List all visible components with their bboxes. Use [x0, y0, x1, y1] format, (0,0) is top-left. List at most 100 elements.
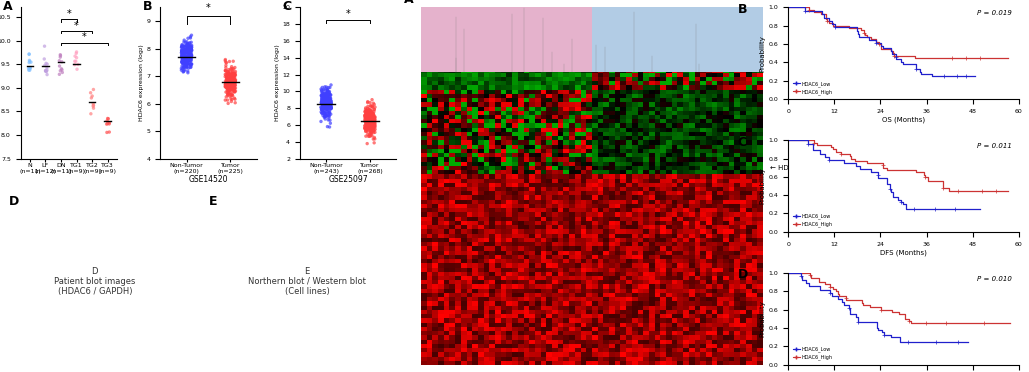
Point	[361, 126, 378, 132]
Point	[318, 94, 334, 100]
Point	[319, 88, 335, 94]
Point	[223, 73, 240, 79]
Point	[363, 109, 380, 115]
Point	[227, 77, 244, 83]
Point	[225, 79, 242, 85]
Point	[319, 93, 335, 99]
Point	[174, 51, 190, 57]
Point	[222, 85, 239, 91]
Point	[359, 123, 376, 129]
Point	[180, 44, 197, 49]
Point	[365, 121, 382, 127]
Point	[176, 64, 192, 70]
Point	[364, 124, 381, 130]
Text: E
Northern blot / Western blot
(Cell lines): E Northern blot / Western blot (Cell lin…	[248, 266, 366, 296]
Point	[225, 75, 242, 81]
Point	[222, 82, 239, 88]
Point	[220, 71, 237, 77]
Point	[67, 62, 83, 68]
Point	[358, 121, 375, 127]
Point	[222, 78, 239, 84]
Point	[84, 93, 101, 99]
Point	[226, 86, 243, 92]
Point	[366, 121, 383, 127]
Point	[219, 75, 236, 81]
Point	[318, 102, 334, 108]
Point	[317, 96, 333, 102]
Point	[177, 51, 193, 57]
Point	[359, 115, 376, 121]
Point	[223, 84, 240, 90]
Point	[319, 88, 335, 94]
Point	[223, 99, 240, 105]
Point	[314, 99, 330, 105]
Point	[316, 94, 332, 100]
Point	[179, 54, 196, 60]
Point	[220, 77, 237, 83]
Point	[219, 86, 236, 92]
Point	[362, 100, 379, 106]
Point	[359, 129, 376, 135]
Point	[360, 119, 377, 125]
Point	[220, 67, 237, 73]
Point	[363, 115, 380, 121]
Point	[357, 128, 374, 134]
Point	[219, 81, 236, 87]
Point	[182, 48, 199, 54]
Point	[322, 97, 339, 103]
Point	[357, 113, 374, 119]
Point	[181, 43, 198, 49]
Point	[225, 85, 242, 91]
Point	[174, 57, 190, 63]
Point	[359, 127, 376, 133]
Point	[321, 90, 338, 96]
Point	[365, 125, 382, 131]
Point	[219, 93, 236, 99]
Point	[218, 60, 235, 66]
Point	[226, 80, 243, 86]
Point	[218, 77, 235, 83]
Point	[220, 83, 237, 89]
Point	[358, 118, 375, 124]
Point	[363, 128, 380, 134]
Point	[175, 59, 191, 65]
Point	[357, 125, 374, 131]
Point	[323, 99, 340, 105]
Point	[319, 93, 335, 99]
Point	[182, 51, 199, 57]
Point	[218, 73, 235, 79]
Point	[319, 102, 335, 108]
Point	[174, 53, 190, 59]
Point	[316, 109, 332, 115]
Point	[177, 67, 193, 73]
Point	[360, 116, 377, 122]
Point	[175, 59, 191, 65]
Point	[224, 68, 241, 74]
Point	[322, 117, 339, 123]
Point	[316, 113, 332, 119]
Point	[175, 57, 191, 63]
Point	[51, 63, 68, 69]
Point	[176, 49, 192, 55]
Point	[360, 121, 377, 126]
Point	[358, 116, 375, 122]
Point	[178, 42, 194, 48]
Point	[316, 101, 332, 107]
Point	[179, 64, 196, 70]
Point	[38, 68, 55, 74]
Point	[183, 52, 200, 58]
Point	[180, 65, 197, 71]
Point	[178, 64, 194, 70]
Point	[174, 52, 190, 58]
Point	[322, 97, 339, 103]
Point	[319, 89, 335, 95]
Point	[182, 58, 199, 64]
Point	[174, 59, 190, 65]
Point	[365, 130, 382, 136]
Point	[322, 102, 339, 108]
Point	[318, 100, 334, 106]
Point	[182, 34, 199, 40]
Point	[227, 85, 244, 91]
Point	[357, 123, 374, 129]
Point	[175, 57, 191, 62]
